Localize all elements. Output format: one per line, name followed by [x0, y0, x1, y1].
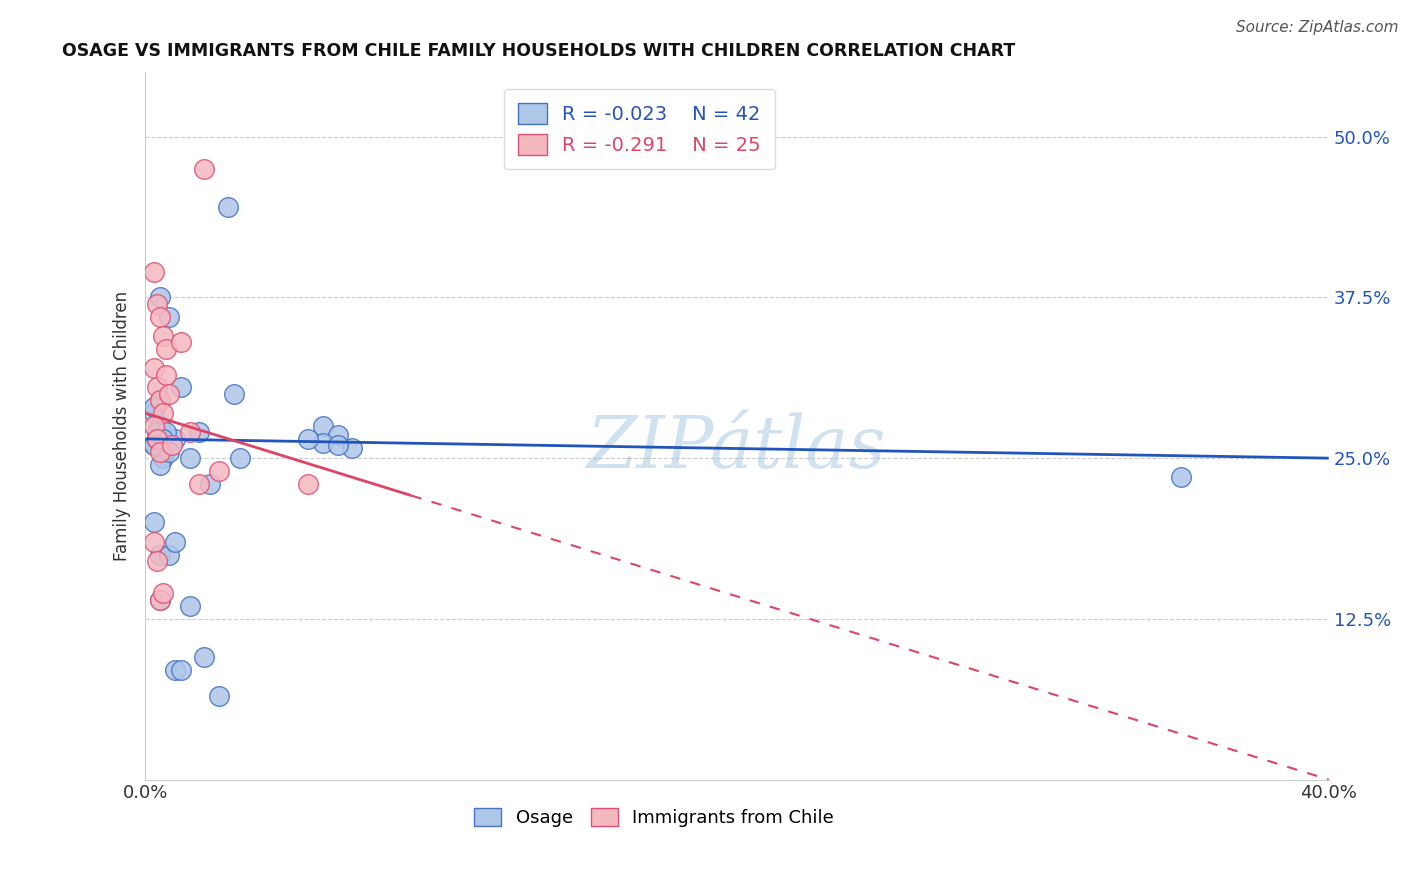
Point [163, 432, 186, 446]
Point [149, 548, 172, 562]
Point [149, 592, 172, 607]
Point [143, 419, 166, 434]
Point [146, 432, 169, 446]
Point [297, 432, 319, 446]
Point [155, 368, 177, 382]
Point [157, 387, 180, 401]
Point [149, 444, 172, 458]
Point [312, 435, 335, 450]
Point [342, 441, 364, 455]
Point [152, 451, 174, 466]
Point [157, 444, 180, 458]
Point [193, 650, 215, 665]
Point [149, 592, 172, 607]
Point [170, 335, 193, 350]
Point [143, 516, 166, 530]
Point [187, 476, 209, 491]
Point [146, 425, 169, 440]
Point [143, 438, 166, 452]
Point [326, 438, 349, 452]
Point [222, 387, 245, 401]
Point [155, 425, 177, 440]
Point [149, 290, 172, 304]
Point [229, 451, 252, 466]
Point [146, 554, 169, 568]
Point [155, 342, 177, 356]
Point [152, 329, 174, 343]
Point [146, 432, 169, 446]
Point [179, 599, 201, 613]
Point [157, 548, 180, 562]
Point [187, 425, 209, 440]
Point [217, 201, 239, 215]
Point [149, 419, 172, 434]
Point [179, 425, 201, 440]
Point [170, 380, 193, 394]
Point [152, 406, 174, 420]
Point [208, 689, 231, 703]
Point [193, 161, 215, 176]
Point [149, 310, 172, 324]
Point [149, 393, 172, 408]
Point [143, 534, 166, 549]
Point [146, 432, 169, 446]
Point [146, 297, 169, 311]
Point [149, 458, 172, 472]
Point [208, 464, 231, 478]
Point [146, 380, 169, 394]
Point [143, 438, 166, 452]
Point [152, 432, 174, 446]
Point [170, 663, 193, 677]
Y-axis label: Family Households with Children: Family Households with Children [114, 291, 131, 561]
Point [143, 406, 166, 420]
Point [152, 444, 174, 458]
Text: Source: ZipAtlas.com: Source: ZipAtlas.com [1236, 20, 1399, 35]
Point [179, 451, 201, 466]
Text: OSAGE VS IMMIGRANTS FROM CHILE FAMILY HOUSEHOLDS WITH CHILDREN CORRELATION CHART: OSAGE VS IMMIGRANTS FROM CHILE FAMILY HO… [62, 42, 1015, 60]
Point [200, 476, 222, 491]
Point [326, 428, 349, 442]
Point [152, 586, 174, 600]
Point [163, 663, 186, 677]
Point [157, 310, 180, 324]
Legend: Osage, Immigrants from Chile: Osage, Immigrants from Chile [467, 800, 841, 834]
Point [297, 476, 319, 491]
Point [312, 419, 335, 434]
Text: ZIPátlas: ZIPátlas [588, 412, 887, 483]
Point [143, 361, 166, 376]
Point [149, 393, 172, 408]
Point [1170, 470, 1192, 484]
Point [143, 400, 166, 414]
Point [143, 265, 166, 279]
Point [160, 438, 183, 452]
Point [163, 534, 186, 549]
